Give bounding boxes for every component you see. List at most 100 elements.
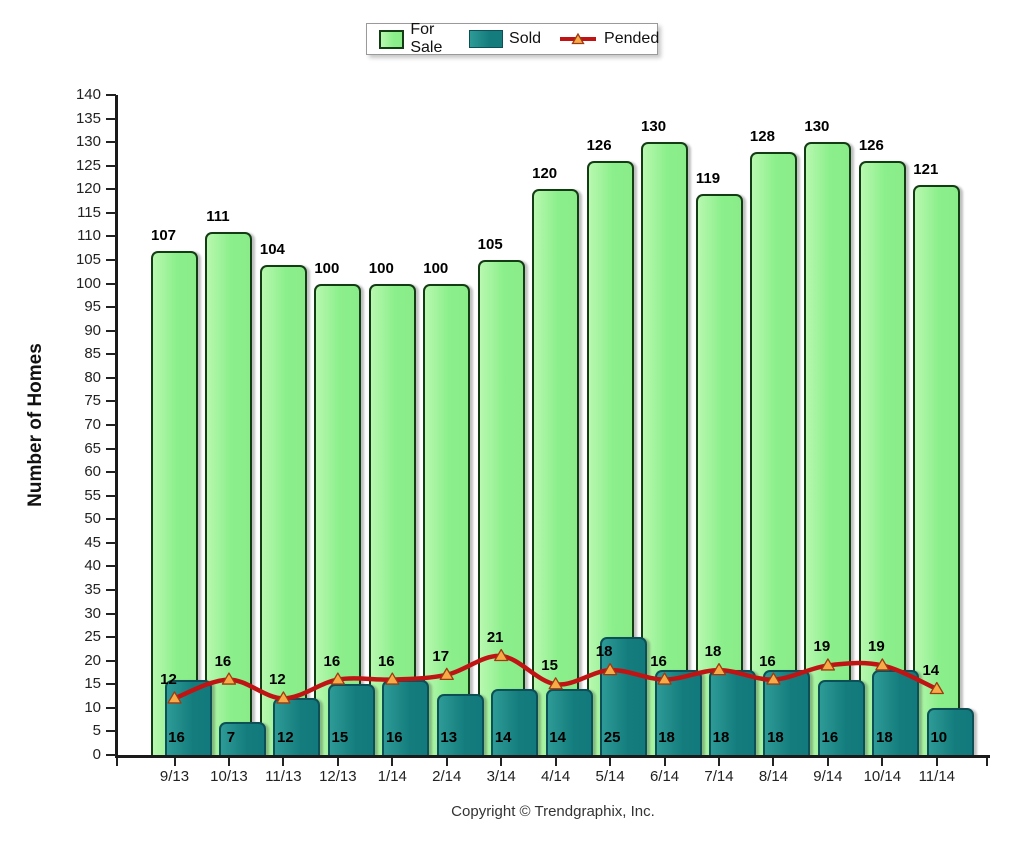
y-tick-label: 70 <box>84 416 101 433</box>
y-tick <box>106 659 116 662</box>
pended-value-label: 12 <box>269 671 286 689</box>
pended-marker-icon <box>929 681 944 695</box>
y-tick <box>106 612 116 615</box>
pended-value-label: 18 <box>704 643 722 661</box>
y-tick <box>106 376 116 379</box>
y-tick <box>106 94 116 96</box>
pended-marker-icon <box>711 662 727 676</box>
pended-value-label: 16 <box>323 652 341 670</box>
y-tick-label: 50 <box>84 510 101 528</box>
y-tick-label: 140 <box>75 86 101 103</box>
sold-value-label: 10 <box>930 729 948 746</box>
x-axis-end-tick <box>986 758 988 766</box>
forsale-value-label: 120 <box>532 165 558 183</box>
y-tick <box>106 282 116 285</box>
x-axis-start-tick <box>116 758 118 766</box>
forsale-value-label: 100 <box>314 259 340 277</box>
y-tick-label: 95 <box>84 298 101 316</box>
y-tick <box>106 636 116 639</box>
pended-marker-icon <box>657 672 672 685</box>
for-sale-swatch-icon <box>379 29 405 49</box>
sold-bar <box>926 707 974 755</box>
y-tick-label: 55 <box>84 486 101 504</box>
y-tick <box>106 494 116 497</box>
y-tick-label: 15 <box>84 675 101 693</box>
legend-label-sold: Sold <box>509 30 542 47</box>
forsale-bar <box>858 161 906 755</box>
sold-bar <box>436 693 484 755</box>
x-tick <box>336 758 339 766</box>
forsale-value-label: 126 <box>858 137 884 154</box>
forsale-bar <box>641 142 689 755</box>
sold-value-label: 16 <box>385 729 403 746</box>
legend: For Sale Sold Pended <box>366 21 659 57</box>
pended-value-label: 16 <box>650 652 667 670</box>
x-axis-label: 11/13 <box>265 768 302 785</box>
y-tick <box>106 117 116 120</box>
x-tick <box>445 758 448 766</box>
forsale-bar <box>695 194 743 755</box>
y-tick <box>106 730 116 733</box>
sold-bar <box>709 670 756 755</box>
y-tick-label: 80 <box>84 368 101 386</box>
sold-value-label: 7 <box>226 729 236 746</box>
forsale-bar <box>259 264 307 755</box>
x-axis-label: 12/13 <box>319 768 357 785</box>
pended-value-label: 21 <box>486 629 504 646</box>
pended-value-label: 15 <box>541 657 558 675</box>
y-axis-line <box>115 95 118 758</box>
pended-value-label: 16 <box>214 652 232 670</box>
pended-marker-icon <box>439 667 454 681</box>
x-axis-label: 10/13 <box>210 768 248 785</box>
y-tick <box>106 188 116 191</box>
y-tick <box>106 706 116 709</box>
x-axis-label: 5/14 <box>595 768 625 785</box>
forsale-value-label: 128 <box>749 127 775 145</box>
sold-value-label: 18 <box>767 729 784 746</box>
sold-value-label: 15 <box>331 729 349 746</box>
y-tick-label: 110 <box>77 227 101 245</box>
sold-value-label: 25 <box>603 729 621 746</box>
x-axis-label: 6/14 <box>649 768 680 785</box>
sold-bar <box>545 689 593 755</box>
forsale-value-label: 130 <box>804 118 830 136</box>
x-tick <box>881 758 884 766</box>
y-tick-label: 45 <box>84 533 101 551</box>
sold-bar <box>327 684 375 755</box>
x-tick <box>772 758 775 766</box>
y-tick <box>106 589 116 591</box>
copyright-text: Copyright © Trendgraphix, Inc. <box>451 803 655 820</box>
forsale-value-label: 121 <box>913 160 939 178</box>
y-tick <box>106 141 116 144</box>
y-tick-label: 5 <box>92 722 101 740</box>
sold-value-label: 18 <box>658 729 675 746</box>
forsale-value-label: 119 <box>695 170 721 187</box>
y-tick <box>106 211 116 214</box>
pended-value-label: 19 <box>868 638 885 656</box>
pended-marker-icon <box>385 672 400 685</box>
y-tick-label: 85 <box>84 345 101 363</box>
pended-marker-icon <box>602 662 618 676</box>
legend-label-for-sale: For Sale <box>410 21 443 56</box>
y-tick-label: 20 <box>84 651 101 669</box>
forsale-bar <box>151 250 198 755</box>
sold-bar <box>600 637 648 755</box>
y-tick-label: 65 <box>84 439 101 457</box>
x-tick <box>663 758 666 766</box>
x-axis-label: 4/14 <box>541 768 571 785</box>
pended-marker-icon <box>820 658 836 671</box>
sold-bar <box>273 698 321 755</box>
x-axis-label: 8/14 <box>758 768 789 785</box>
x-axis-line <box>117 755 990 758</box>
sold-bar <box>218 722 266 755</box>
forsale-bar <box>749 151 797 755</box>
x-axis-label: 9/13 <box>159 768 190 785</box>
y-tick <box>106 424 116 426</box>
y-tick-label: 105 <box>75 251 101 268</box>
legend-item-for-sale: For Sale <box>379 21 452 57</box>
y-tick-label: 120 <box>75 180 101 198</box>
x-axis-label: 3/14 <box>486 768 516 785</box>
x-tick <box>718 758 720 766</box>
pended-marker-icon <box>167 691 182 704</box>
